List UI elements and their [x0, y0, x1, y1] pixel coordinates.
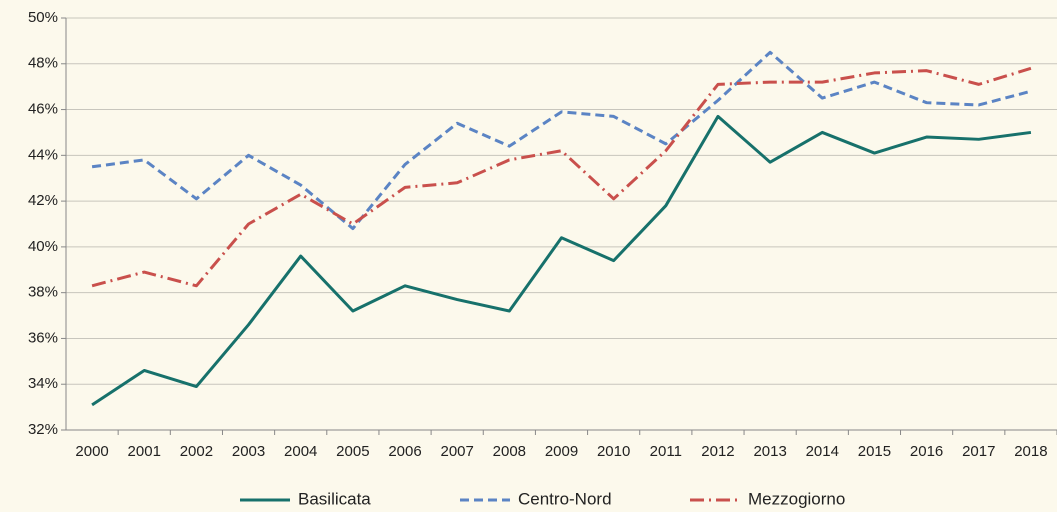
data-line [91, 114, 1032, 407]
y-tick-label: 36% [28, 329, 58, 346]
y-tick-label: 46% [28, 101, 58, 118]
data-line [91, 50, 1032, 231]
x-tick-label: 2008 [493, 443, 526, 460]
x-tick-label: 2006 [388, 443, 421, 460]
x-tick-label: 2014 [806, 443, 839, 460]
x-tick-label: 2004 [284, 443, 317, 460]
y-tick-label: 48% [28, 55, 58, 72]
x-tick-label: 2017 [962, 443, 995, 460]
y-tick-label: 50% [28, 9, 58, 26]
x-tick-label: 2012 [701, 443, 734, 460]
x-tick-label: 2013 [753, 443, 786, 460]
x-tick-label: 2001 [128, 443, 161, 460]
x-tick-label: 2010 [597, 443, 630, 460]
y-tick-label: 34% [28, 375, 58, 392]
x-tick-label: 2016 [910, 443, 943, 460]
x-tick-label: 2003 [232, 443, 265, 460]
y-tick-label: 44% [28, 146, 58, 163]
y-tick-label: 40% [28, 238, 58, 255]
x-tick-label: 2018 [1014, 443, 1047, 460]
x-tick-label: 2011 [650, 443, 682, 460]
data-line [91, 66, 1032, 288]
x-tick-label: 2015 [858, 443, 891, 460]
y-tick-label: 32% [28, 421, 58, 438]
y-tick-label: 42% [28, 192, 58, 209]
legend-label: Mezzogiorno [748, 489, 845, 508]
y-tick-label: 38% [28, 284, 58, 301]
x-tick-label: 2009 [545, 443, 578, 460]
x-tick-label: 2000 [75, 443, 108, 460]
x-tick-label: 2002 [180, 443, 213, 460]
legend-label: Centro-Nord [518, 489, 612, 508]
x-tick-label: 2007 [440, 443, 473, 460]
legend-label: Basilicata [298, 489, 371, 508]
x-tick-label: 2005 [336, 443, 369, 460]
